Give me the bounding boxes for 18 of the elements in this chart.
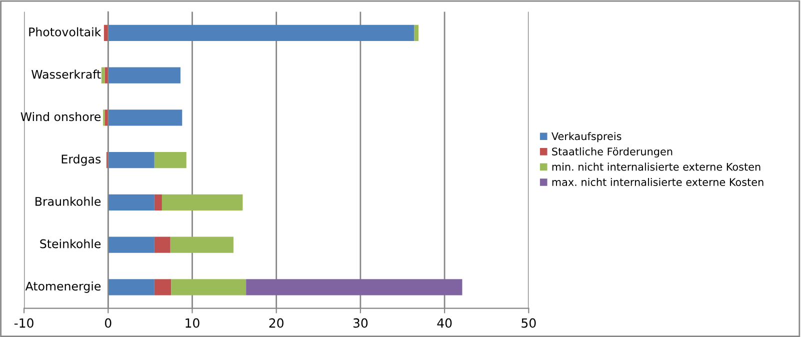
- legend-label: Staatliche Förderungen: [552, 147, 672, 158]
- x-tick-label: 20: [269, 318, 284, 328]
- x-tick-label: 50: [522, 318, 536, 328]
- x-tick-label: 10: [186, 318, 200, 328]
- legend-label: min. nicht internalisierte externe Kosten: [552, 162, 760, 171]
- legend-label: max. nicht internalisierte externe Kosten: [552, 178, 764, 186]
- y-tick-label: Erdgas: [62, 154, 101, 166]
- y-tick-label: Wasserkraft: [32, 70, 101, 79]
- y-tick-label: Photovoltaik: [29, 27, 102, 36]
- y-tick-label: Atomenergie: [25, 281, 101, 293]
- x-tick-label: 0: [104, 318, 112, 328]
- x-tick-label: 30: [353, 318, 368, 328]
- x-tick-label: -10: [14, 318, 34, 328]
- legend-label: Verkaufspreis: [551, 132, 622, 142]
- y-tick-label: Wind onshore: [20, 112, 101, 122]
- y-tick-label: Steinkohle: [40, 239, 101, 248]
- x-tick-label: 40: [437, 318, 452, 328]
- y-tick-label: Braunkohle: [36, 196, 101, 206]
